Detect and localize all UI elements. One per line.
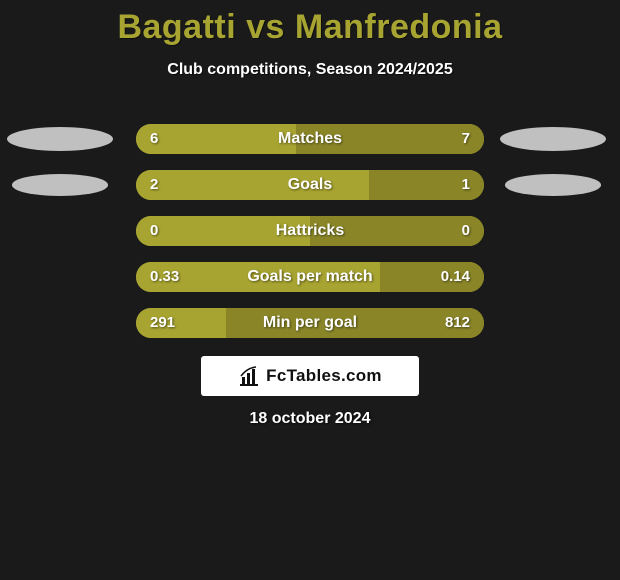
stat-value-right: 1	[462, 170, 470, 200]
date-label: 18 october 2024	[0, 410, 620, 428]
comparison-chart: Matches6 7 Goals2 1 Hattricks0 0 Goals per mat…	[136, 124, 484, 354]
fctables-logo: FcTables.com	[201, 356, 419, 396]
stat-label: Matches	[136, 124, 484, 154]
stat-value-left: 6	[150, 124, 158, 154]
stat-value-left: 0	[150, 216, 158, 246]
bar-chart-icon	[238, 365, 260, 387]
decorative-ellipse	[505, 174, 600, 196]
decorative-ellipse	[7, 127, 113, 151]
decorative-ellipse	[12, 174, 107, 196]
stat-row: Matches6 7	[136, 124, 484, 154]
decorative-ellipse	[500, 127, 606, 151]
stat-label: Goals	[136, 170, 484, 200]
stat-label: Hattricks	[136, 216, 484, 246]
stat-value-right: 0.14	[441, 262, 470, 292]
stat-row: Min per goal291 812	[136, 308, 484, 338]
stat-value-left: 291	[150, 308, 175, 338]
stat-label: Min per goal	[136, 308, 484, 338]
stat-value-right: 812	[445, 308, 470, 338]
stat-row: Hattricks0 0	[136, 216, 484, 246]
stat-row: Goals2 1	[136, 170, 484, 200]
page-title: Bagatti vs Manfredonia	[0, 0, 620, 47]
stat-label: Goals per match	[136, 262, 484, 292]
subtitle: Club competitions, Season 2024/2025	[0, 61, 620, 79]
stat-value-right: 0	[462, 216, 470, 246]
stat-value-left: 0.33	[150, 262, 179, 292]
logo-text: FcTables.com	[266, 366, 382, 386]
stat-value-right: 7	[462, 124, 470, 154]
stat-row: Goals per match0.33 0.14	[136, 262, 484, 292]
stat-value-left: 2	[150, 170, 158, 200]
